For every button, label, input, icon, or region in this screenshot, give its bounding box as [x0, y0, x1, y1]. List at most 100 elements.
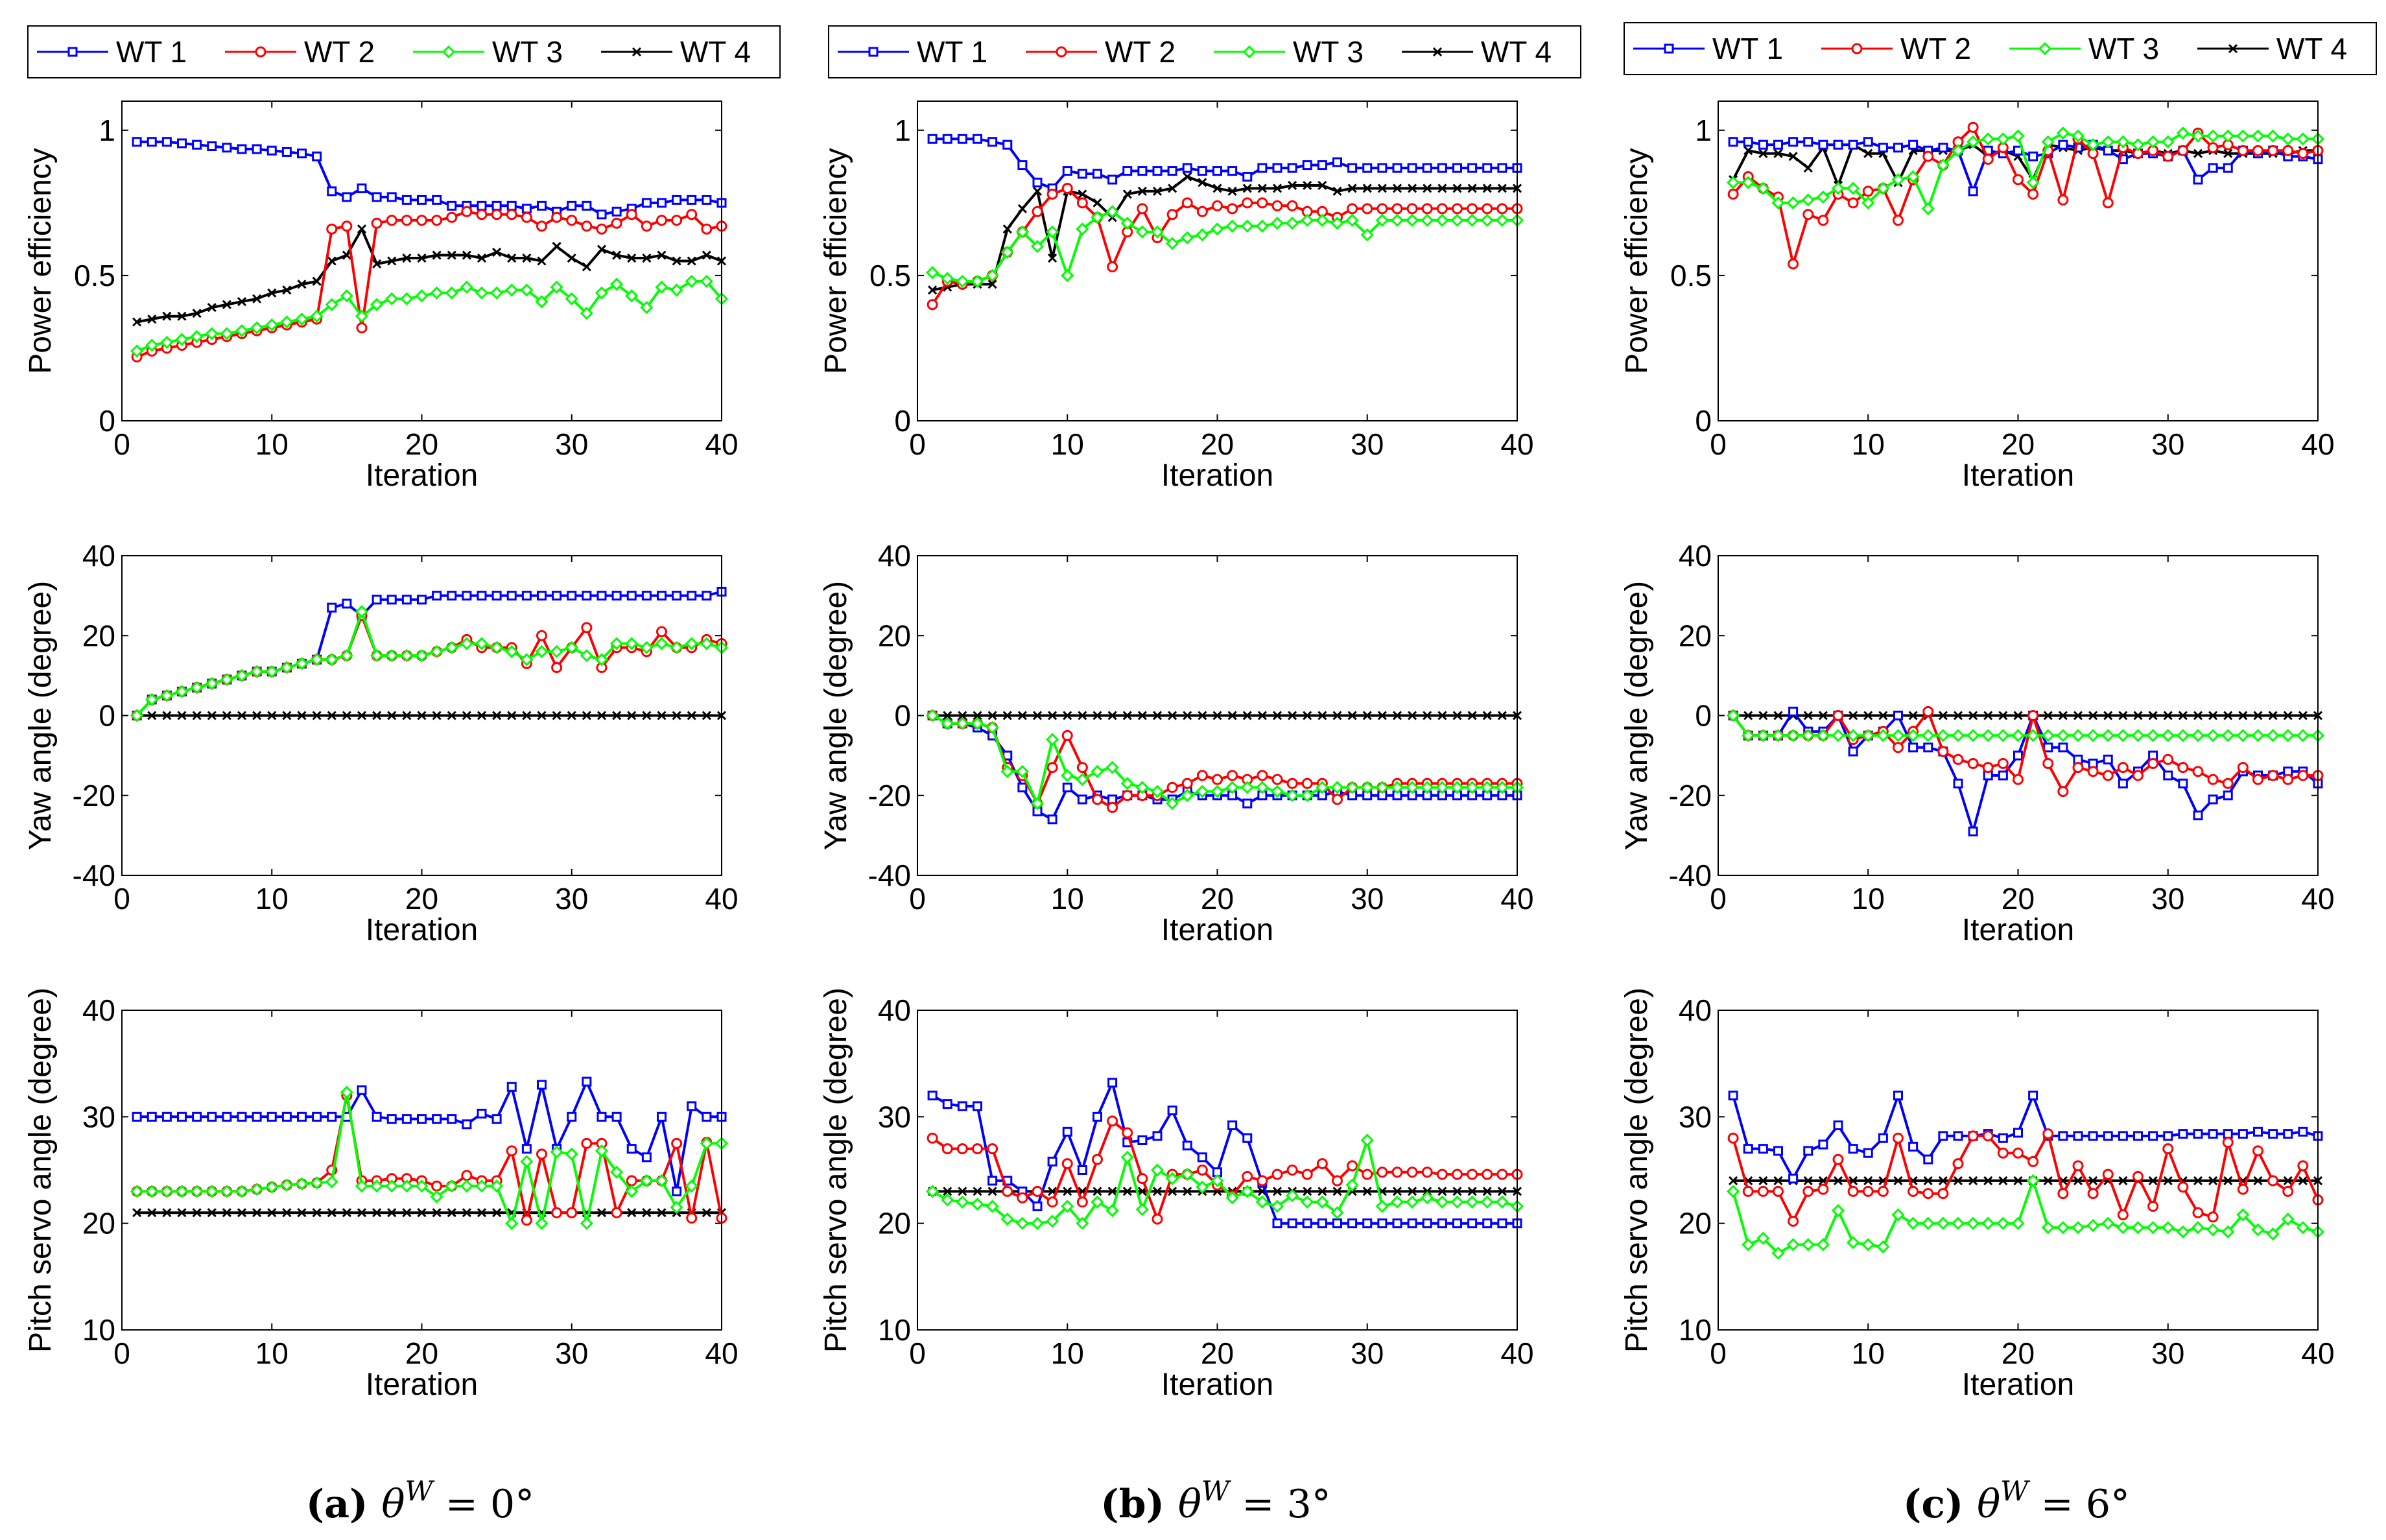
- data-point: [670, 283, 683, 297]
- data-point: [2266, 1227, 2280, 1241]
- data-point: [1908, 139, 1919, 150]
- data-point: [477, 1208, 487, 1218]
- data-point: [1347, 184, 1357, 193]
- data-point: [1240, 1185, 1254, 1198]
- data-point: [2206, 129, 2220, 143]
- data-point: [1861, 1238, 1875, 1251]
- data-point: [2148, 711, 2158, 720]
- data-point: [687, 711, 696, 720]
- data-point: [2161, 1221, 2175, 1235]
- data-point: [1773, 1146, 1783, 1156]
- data-point: [1847, 197, 1859, 209]
- legend-label: WT 1: [917, 35, 987, 69]
- data-point: [401, 195, 412, 205]
- data-point: [1332, 157, 1342, 167]
- x-tick-label: 40: [1500, 1336, 1533, 1370]
- data-point: [1122, 189, 1132, 199]
- data-point: [1982, 154, 1994, 165]
- data-point: [355, 605, 369, 619]
- data-point: [145, 338, 159, 352]
- data-point: [656, 626, 667, 637]
- data-point: [672, 591, 682, 601]
- series-wt-3: [926, 205, 1524, 288]
- data-point: [521, 211, 532, 223]
- data-point: [1227, 1120, 1238, 1130]
- data-point: [1257, 197, 1268, 209]
- data-point: [1996, 729, 2010, 742]
- data-point: [1406, 213, 1419, 227]
- data-point: [657, 1208, 667, 1218]
- data-point: [986, 268, 999, 283]
- data-point: [431, 215, 443, 226]
- data-point: [1272, 711, 1282, 720]
- legend-marker: [255, 46, 266, 58]
- data-point: [521, 591, 532, 601]
- data-point: [942, 134, 952, 144]
- data-point: [1727, 1185, 1740, 1198]
- data-point: [1452, 163, 1462, 173]
- data-point: [1891, 172, 1905, 187]
- data-point: [507, 711, 517, 720]
- x-axis-label: Iteration: [366, 458, 478, 493]
- data-point: [611, 1111, 622, 1122]
- data-point: [2191, 1221, 2205, 1235]
- y-tick-label: 20: [1679, 619, 1712, 652]
- data-point: [625, 1185, 639, 1198]
- data-point: [237, 1111, 247, 1122]
- data-point: [2192, 766, 2204, 777]
- data-point: [265, 665, 279, 678]
- data-point: [1998, 1176, 2008, 1185]
- data-point: [161, 137, 172, 147]
- data-point: [1046, 1196, 1058, 1208]
- data-point: [1437, 711, 1447, 720]
- data-point: [1137, 711, 1147, 720]
- data-point: [447, 250, 456, 260]
- data-point: [1286, 1165, 1298, 1176]
- data-point: [2193, 1176, 2203, 1185]
- data-point: [1756, 182, 1770, 195]
- data-point: [1407, 163, 1417, 173]
- data-point: [385, 648, 399, 663]
- data-point: [432, 711, 442, 720]
- data-point: [490, 1179, 504, 1193]
- data-point: [2238, 711, 2248, 720]
- data-point: [1406, 781, 1419, 794]
- data-point: [1270, 785, 1284, 798]
- data-point: [1452, 1218, 1462, 1229]
- data-point: [1437, 1187, 1447, 1196]
- data-point: [551, 662, 563, 674]
- data-point: [596, 244, 607, 254]
- data-point: [1758, 1144, 1768, 1154]
- data-point: [1376, 203, 1388, 215]
- caption-theta: θ: [1178, 1482, 1201, 1527]
- data-point: [1756, 729, 1770, 742]
- data-point: [687, 256, 696, 266]
- data-point: [1953, 1176, 1963, 1185]
- data-point: [477, 200, 487, 211]
- plot-frame: [1718, 1010, 2319, 1331]
- data-point: [326, 223, 338, 235]
- x-tick-label: 10: [255, 882, 289, 916]
- data-point: [415, 289, 429, 303]
- data-point: [462, 1119, 472, 1130]
- data-point: [1408, 711, 1417, 720]
- data-point: [192, 309, 202, 318]
- data-point: [973, 1187, 982, 1196]
- data-point: [1861, 729, 1875, 742]
- data-point: [1729, 1176, 1738, 1185]
- data-point: [235, 1185, 249, 1198]
- data-point: [1017, 782, 1028, 792]
- data-point: [385, 292, 399, 305]
- data-point: [297, 279, 307, 289]
- data-point: [1788, 1215, 1799, 1227]
- data-point: [1818, 139, 1828, 150]
- data-point: [596, 591, 607, 601]
- data-point: [1211, 1174, 1224, 1188]
- data-point: [1786, 1238, 1800, 1251]
- series-wt-4: [928, 172, 1522, 295]
- data-point: [1181, 777, 1193, 789]
- data-point: [2146, 729, 2160, 742]
- data-point: [1182, 1141, 1192, 1151]
- data-point: [1831, 182, 1845, 195]
